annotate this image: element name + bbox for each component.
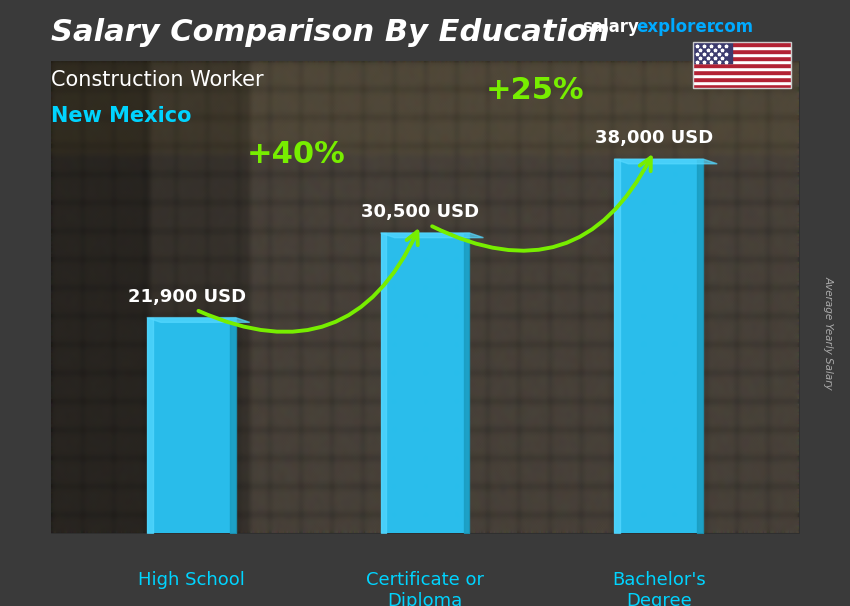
Bar	[381, 233, 469, 533]
Text: Construction Worker: Construction Worker	[51, 70, 264, 90]
Polygon shape	[381, 233, 484, 238]
Text: explorer: explorer	[636, 18, 715, 36]
Text: Certificate or
Diploma: Certificate or Diploma	[366, 571, 484, 606]
Text: +25%: +25%	[485, 76, 584, 105]
Bar	[147, 318, 235, 533]
Text: .com: .com	[708, 18, 753, 36]
Bar	[147, 318, 235, 533]
Polygon shape	[615, 159, 717, 164]
Bar	[615, 159, 703, 533]
Text: 30,500 USD: 30,500 USD	[361, 203, 479, 221]
Text: 38,000 USD: 38,000 USD	[595, 129, 713, 147]
Text: salary: salary	[582, 18, 639, 36]
Text: New Mexico: New Mexico	[51, 106, 191, 126]
Text: +40%: +40%	[247, 139, 346, 168]
Bar	[381, 233, 469, 533]
Text: Salary Comparison By Education: Salary Comparison By Education	[51, 18, 609, 47]
Text: Average Yearly Salary: Average Yearly Salary	[824, 276, 834, 390]
Text: Bachelor's
Degree: Bachelor's Degree	[612, 571, 706, 606]
Text: 21,900 USD: 21,900 USD	[128, 288, 246, 306]
Bar	[615, 159, 703, 533]
Polygon shape	[147, 318, 250, 322]
Text: High School: High School	[138, 571, 245, 588]
